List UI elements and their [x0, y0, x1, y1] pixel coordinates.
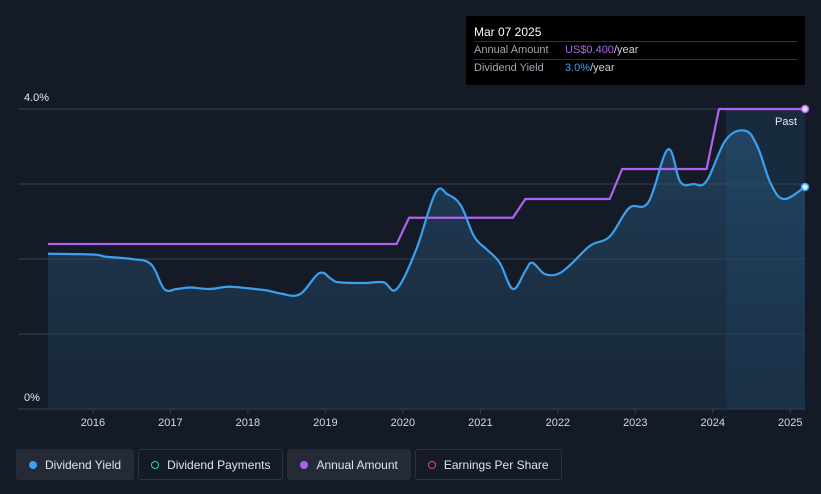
- dividend-yield-line: [47, 129, 806, 297]
- tooltip-date: Mar 07 2025: [474, 25, 542, 39]
- y-tick-label: 4.0%: [24, 92, 49, 104]
- x-tick-label: 2023: [623, 417, 647, 429]
- dividend-yield-end-marker: [800, 182, 810, 192]
- x-tick-label: 2017: [158, 417, 182, 429]
- legend-dividend-payments[interactable]: Dividend Payments: [138, 449, 284, 480]
- tooltip-yield-label: Dividend Yield: [474, 62, 544, 74]
- dividend-payments-dot-icon: [151, 460, 160, 469]
- annual-amount-line: [48, 107, 805, 246]
- legend-label: Earnings Per Share: [443, 457, 549, 472]
- tooltip-amount-row: Annual Amount US$0.400/year: [474, 41, 797, 59]
- dividend-yield-area: [48, 130, 805, 409]
- tooltip-yield-row: Dividend Yield 3.0%/year: [474, 59, 797, 77]
- x-tick-label: 2022: [546, 417, 570, 429]
- x-tick-label: 2024: [701, 417, 725, 429]
- tooltip-yield-unit: /year: [590, 62, 615, 74]
- dividend-yield-dot-icon: [29, 460, 37, 469]
- legend-label: Annual Amount: [316, 457, 398, 472]
- legend: Dividend Yield Dividend Payments Annual …: [16, 449, 562, 480]
- x-tick-label: 2025: [778, 417, 802, 429]
- past-label: Past: [775, 116, 797, 128]
- legend-label: Dividend Yield: [45, 457, 122, 472]
- tooltip-amount-label: Annual Amount: [474, 44, 549, 56]
- x-tick-label: 2019: [313, 417, 337, 429]
- x-tick-label: 2018: [236, 417, 260, 429]
- legend-dividend-yield[interactable]: Dividend Yield: [16, 449, 135, 480]
- x-tick-label: 2016: [81, 417, 105, 429]
- tooltip-amount-value: US$0.400: [565, 44, 614, 56]
- tooltip: Mar 07 2025 Annual Amount US$0.400/year …: [466, 16, 805, 85]
- legend-label: Dividend Payments: [167, 457, 271, 472]
- annual-amount-dot-icon: [300, 460, 309, 469]
- annual-amount-end-marker: [800, 104, 810, 114]
- tooltip-amount-unit: /year: [613, 44, 639, 56]
- legend-earnings-per-share[interactable]: Earnings Per Share: [414, 449, 562, 480]
- y-tick-label: 0%: [24, 392, 40, 404]
- earnings-per-share-dot-icon: [427, 460, 436, 469]
- legend-annual-amount[interactable]: Annual Amount: [287, 449, 411, 480]
- tooltip-yield-value: 3.0%: [565, 62, 591, 74]
- x-tick-label: 2021: [468, 417, 492, 429]
- x-tick-label: 2020: [391, 417, 415, 429]
